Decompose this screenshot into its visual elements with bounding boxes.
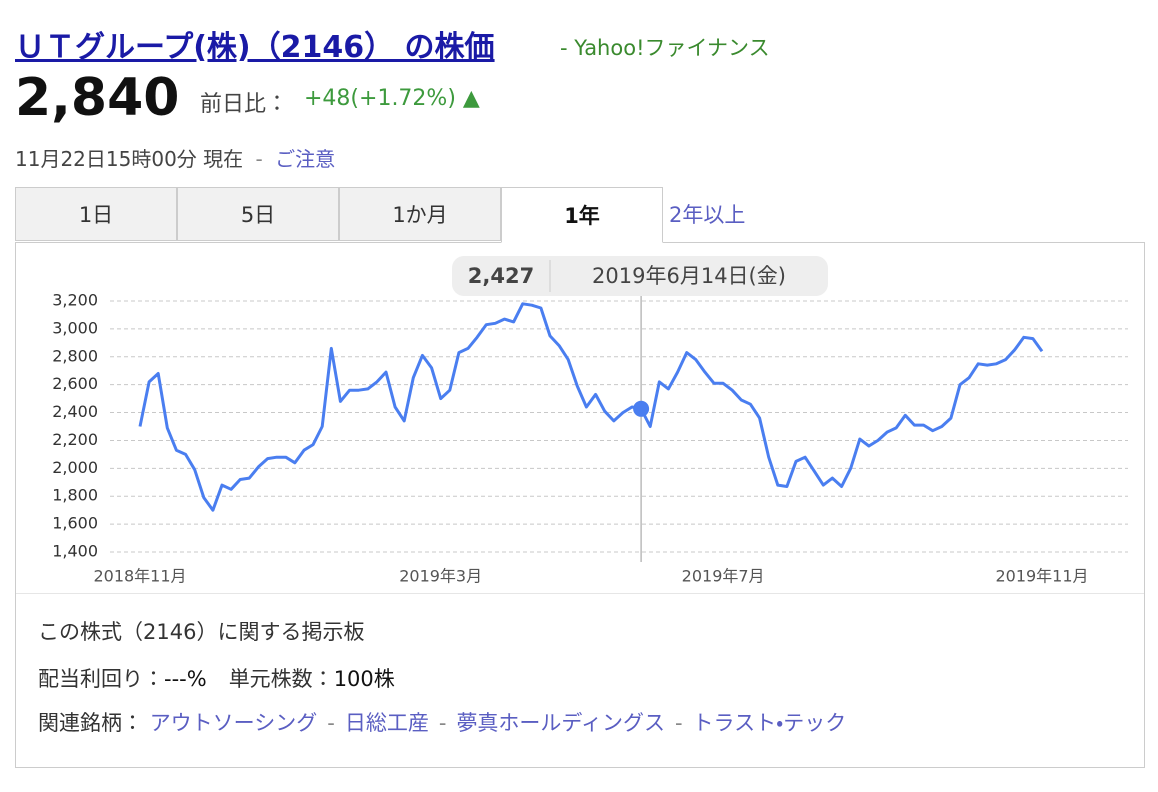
unit-label: 単元株数：	[228, 667, 334, 691]
separator: -	[327, 711, 335, 735]
related-label: 関連銘柄：	[38, 711, 143, 735]
divider	[16, 593, 1144, 594]
time: 11月22日15時00分 現在	[15, 147, 244, 171]
notice-link[interactable]: ご注意	[275, 147, 336, 171]
price: 2,840	[15, 68, 180, 128]
board-link[interactable]: この株式（2146）に関する掲示板	[38, 620, 365, 644]
stats-row: 配当利回り：---% 単元株数：100株	[38, 663, 395, 693]
site-name: - Yahoo!ファイナンス	[560, 36, 770, 60]
unit: 100株	[333, 667, 395, 691]
related-link[interactable]: 夢真ホールディングス	[456, 711, 665, 735]
yield: ---%	[164, 667, 207, 691]
stock-title[interactable]: ＵＴグループ(株)（2146） の株価	[15, 30, 495, 65]
separator: -	[255, 147, 263, 171]
change-label: 前日比：	[200, 92, 289, 117]
separator: -	[438, 711, 447, 735]
tab[interactable]: 2年以上	[669, 203, 746, 227]
yield-label: 配当利回り：	[38, 667, 164, 691]
tab: 1年	[501, 187, 663, 243]
related-link[interactable]: 日総工産	[344, 711, 429, 735]
separator: -	[674, 711, 683, 735]
tab[interactable]: 1日	[15, 187, 177, 241]
tab[interactable]: 5日	[177, 187, 339, 241]
related-link[interactable]: トラスト・テック	[692, 711, 847, 735]
time-row: 11月22日15時00分 現在 - ご注意	[15, 143, 335, 172]
tab[interactable]: 1か月	[339, 187, 501, 241]
change: +48(+1.72%) ▲	[304, 86, 480, 111]
related-row: 関連銘柄： アウトソーシング - 日総工産 - 夢真ホールディングス - トラスト・テック	[38, 707, 846, 737]
tabs: 1日 5日 1か月 1年 2年以上	[15, 187, 1145, 243]
related-link[interactable]: アウトソーシング	[149, 711, 318, 735]
